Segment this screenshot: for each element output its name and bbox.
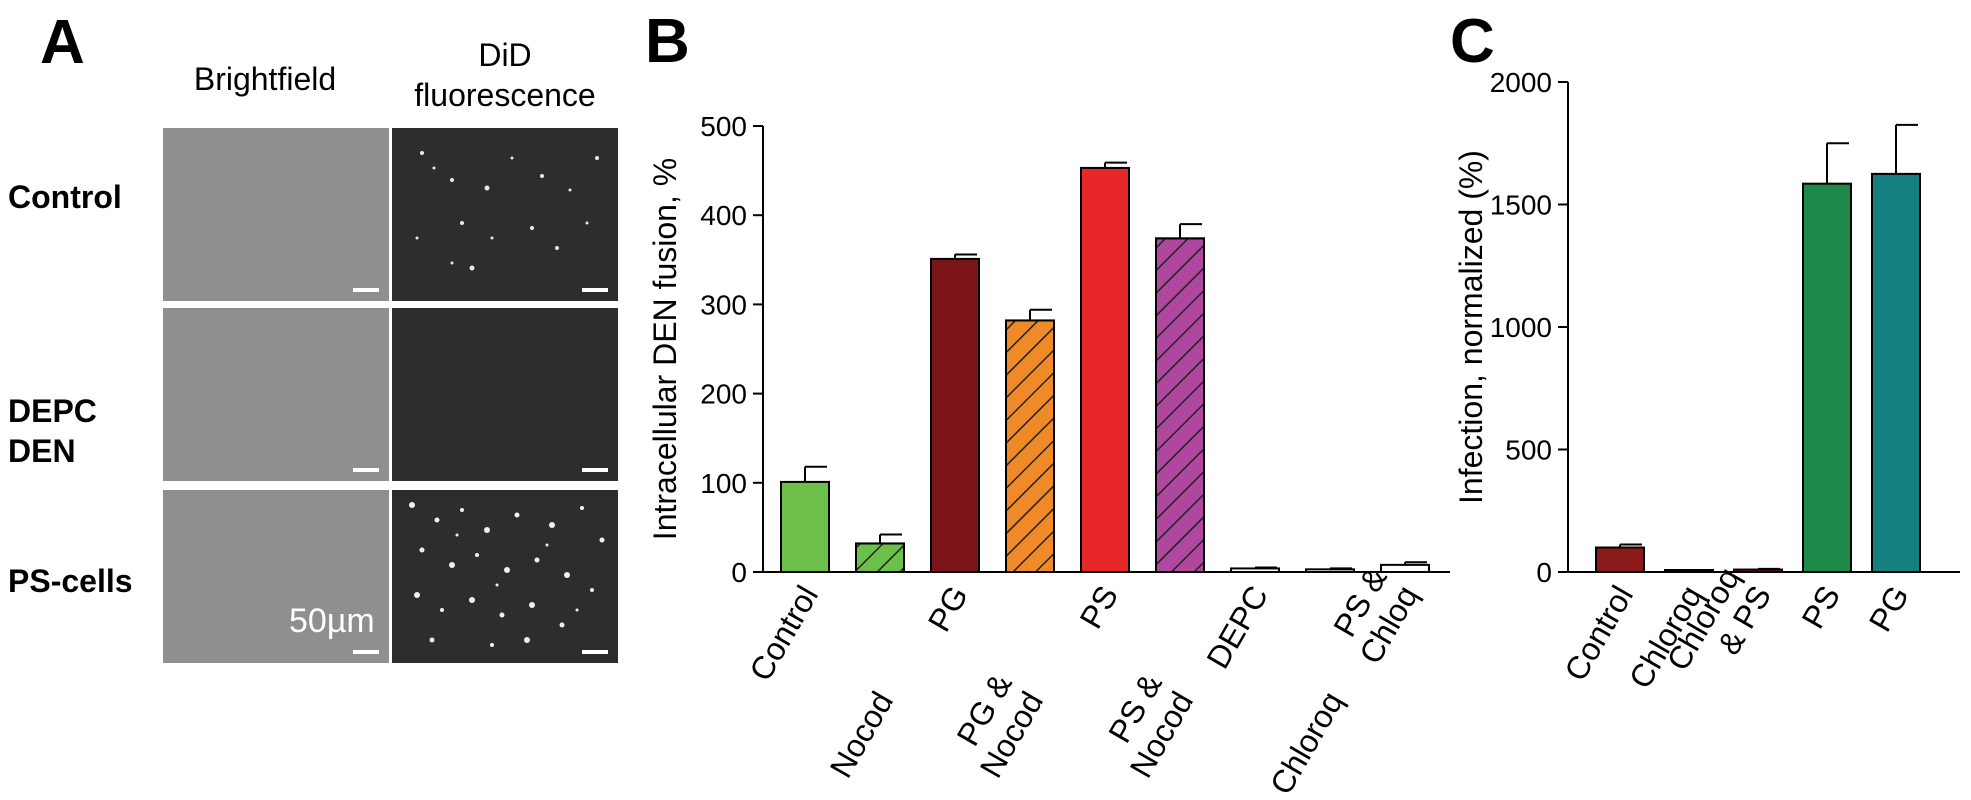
y-tick-label: 400	[700, 200, 747, 231]
category-label: Nocod	[823, 686, 900, 784]
bar	[1305, 568, 1355, 573]
scale-label: 50µm	[289, 602, 375, 640]
fluorescence-heading: fluorescence	[414, 77, 596, 113]
category-label: PS &Nocod	[1091, 668, 1200, 784]
panel-b-letter: B	[645, 7, 690, 76]
bar	[1595, 546, 1645, 573]
y-tick-label: 1500	[1490, 190, 1552, 221]
brightfield-heading: Brightfield	[193, 61, 337, 97]
bar-hatch	[1155, 237, 1205, 573]
panel-c-letter: C	[1450, 7, 1495, 76]
category-label: PG	[1862, 580, 1916, 638]
category-label: Control	[742, 580, 825, 687]
category-label: PS	[1795, 580, 1848, 635]
category-label: DEPC	[1199, 580, 1275, 675]
row-label-den: DEN	[8, 433, 76, 469]
micrograph-ps-fluorescence	[392, 490, 618, 663]
y-axis-label: Intracellular DEN fusion, %	[647, 158, 683, 540]
bar-hatch	[1005, 319, 1055, 573]
micrograph-ps-brightfield: 50µm	[163, 490, 389, 663]
micrograph-depc-brightfield	[163, 308, 389, 481]
bar	[1733, 568, 1783, 573]
y-tick-label: 300	[700, 289, 747, 320]
panel-a-letter: A	[40, 8, 85, 77]
micrograph-control-brightfield	[163, 128, 389, 301]
fluorescence-speckles-ps	[409, 502, 605, 647]
y-tick-label: 1000	[1490, 312, 1552, 343]
y-tick-label: 500	[1505, 435, 1552, 466]
category-label: Chloroq	[1263, 686, 1350, 800]
y-tick-label: 100	[700, 468, 747, 499]
bar	[930, 257, 980, 573]
bar	[1230, 567, 1280, 574]
y-tick-label: 0	[1536, 557, 1552, 588]
bar	[1871, 172, 1921, 573]
bar	[1380, 563, 1430, 574]
bar	[1802, 182, 1852, 574]
category-label: PS &Chloq	[1321, 562, 1425, 670]
row-label-control: Control	[8, 179, 122, 215]
did-heading: DiD	[478, 37, 532, 73]
y-axis-label: Infection, normalized (%)	[1453, 150, 1489, 504]
row-label-ps-cells: PS-cells	[8, 563, 133, 599]
y-tick-label: 0	[731, 557, 747, 588]
micrograph-depc-fluorescence	[392, 308, 618, 481]
chart-b: 0 100 200 300 400 500 Intracellular DEN fusion…	[647, 111, 1450, 800]
y-tick-label: 200	[700, 379, 747, 410]
bar-hatch	[855, 542, 905, 573]
category-label: PG &Nocod	[941, 668, 1050, 784]
category-label: PS	[1073, 580, 1126, 635]
fluorescence-speckles-control	[415, 151, 599, 271]
y-tick-label: 500	[700, 111, 747, 142]
category-label: PG	[921, 580, 975, 638]
chart-c: 0 500 1000 1500 2000 Infection, normalized (%…	[1453, 67, 1960, 695]
y-tick-label: 2000	[1490, 67, 1552, 98]
bar	[780, 480, 830, 573]
bar	[1080, 166, 1130, 573]
row-label-depc: DEPC	[8, 393, 97, 429]
micrograph-control-fluorescence	[392, 128, 618, 301]
